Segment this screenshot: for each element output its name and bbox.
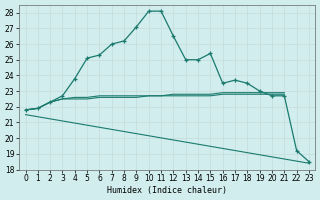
- X-axis label: Humidex (Indice chaleur): Humidex (Indice chaleur): [107, 186, 227, 195]
